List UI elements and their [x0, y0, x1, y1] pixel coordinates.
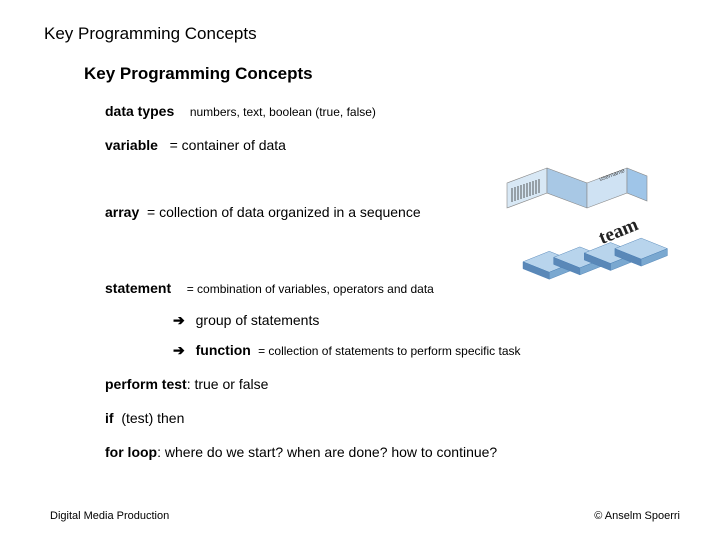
datatypes-label: data types: [105, 103, 174, 119]
line-variable: variable = container of data: [105, 136, 680, 156]
arrow-icon: ➔: [173, 312, 185, 329]
group-text: group of statements: [196, 312, 320, 328]
statement-desc: = combination of variables, operators an…: [187, 282, 434, 296]
line-group: ➔ group of statements: [173, 312, 680, 329]
function-label: function: [196, 342, 251, 358]
footer-left: Digital Media Production: [50, 510, 169, 522]
arrow-icon: ➔: [173, 342, 185, 359]
slide: Key Programming Concepts Key Programming…: [0, 0, 720, 540]
container-graphic: username: [502, 158, 652, 218]
forloop-desc: : where do we start? when are done? how …: [157, 444, 497, 460]
forloop-label: for loop: [105, 444, 157, 460]
line-datatypes: data types numbers, text, boolean (true,…: [105, 102, 680, 122]
footer-right: © Anselm Spoerri: [594, 510, 680, 522]
array-label: array: [105, 204, 139, 220]
line-function: ➔ function = collection of statements to…: [173, 342, 680, 359]
statement-label: statement: [105, 280, 171, 296]
if-label: if: [105, 410, 114, 426]
line-if: if (test) then: [105, 409, 680, 429]
perform-desc: : true or false: [187, 376, 269, 392]
page-title-main: Key Programming Concepts: [84, 64, 680, 84]
perform-label: perform test: [105, 376, 187, 392]
line-forloop: for loop: where do we start? when are do…: [105, 443, 680, 463]
datatypes-desc: numbers, text, boolean (true, false): [190, 105, 376, 119]
footer: Digital Media Production © Anselm Spoerr…: [50, 510, 680, 522]
variable-label: variable: [105, 137, 158, 153]
team-graphic: team: [508, 218, 678, 288]
variable-desc: = container of data: [170, 137, 286, 153]
page-title-top: Key Programming Concepts: [44, 24, 680, 44]
line-perform: perform test: true or false: [105, 375, 680, 395]
